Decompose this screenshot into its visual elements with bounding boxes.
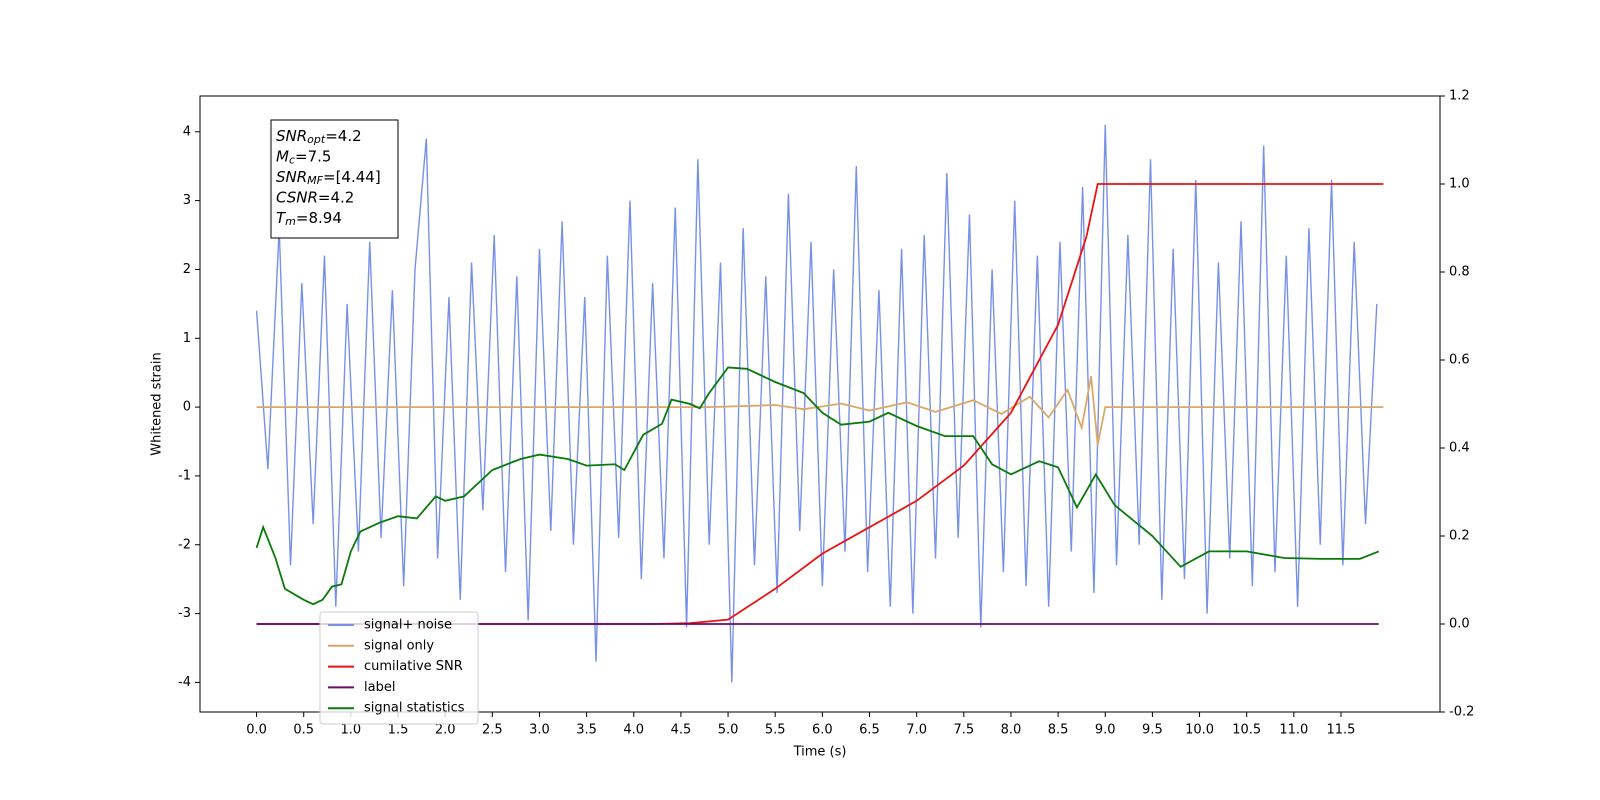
legend-label: signal+ noise — [364, 618, 452, 633]
x-tick-label: 7.5 — [953, 723, 974, 738]
annotation-line: SNRopt=4.2 — [276, 127, 362, 147]
y-tick-label: 4 — [183, 124, 191, 139]
y-tick-label: -4 — [178, 675, 191, 690]
annotation-main: M — [276, 147, 289, 165]
series-line — [256, 375, 1384, 446]
x-tick-label: 0.5 — [293, 723, 314, 738]
legend-label: signal statistics — [364, 701, 465, 716]
annotation-sub: m — [285, 215, 296, 228]
x-tick-label: 6.0 — [812, 723, 833, 738]
series-line — [255, 124, 1378, 683]
annotation-rest: =8.94 — [296, 209, 342, 227]
x-tick-label: 11.5 — [1327, 723, 1356, 738]
x-tick-label: 4.5 — [671, 723, 692, 738]
annotation-main: SNR — [276, 127, 307, 145]
x-tick-label: 8.0 — [1001, 723, 1022, 738]
annotation-sub: opt — [307, 133, 326, 146]
y2-tick-label: -0.2 — [1449, 705, 1474, 720]
y-axis-label: Whitened strain — [150, 352, 165, 455]
series-line — [255, 366, 1380, 606]
x-tick-label: 4.0 — [623, 723, 644, 738]
y2-tick-label: 0.6 — [1449, 353, 1470, 368]
legend-label: label — [364, 680, 395, 695]
annotation-rest: =4.2 — [318, 188, 354, 206]
y2-tick-label: 0.2 — [1449, 529, 1470, 544]
y2-tick-label: 0.4 — [1449, 441, 1470, 456]
annotation-main: CSNR — [276, 188, 318, 206]
annotation-main: SNR — [276, 168, 307, 186]
annotation-line: SNRMF=[4.44] — [276, 168, 381, 188]
annotation-rest: =4.2 — [325, 127, 361, 145]
x-tick-label: 2.5 — [482, 723, 503, 738]
x-tick-label: 6.5 — [859, 723, 880, 738]
y-tick-label: 3 — [183, 193, 191, 208]
annotation-line: CSNR=4.2 — [276, 188, 354, 206]
annotation-box — [270, 119, 399, 239]
x-tick-label: 5.5 — [765, 723, 786, 738]
legend-label: signal only — [364, 638, 434, 653]
x-tick-label: 10.5 — [1232, 723, 1261, 738]
annotation-rest: =[4.44] — [323, 168, 381, 186]
x-tick-label: 1.5 — [388, 723, 409, 738]
x-tick-label: 8.5 — [1048, 723, 1069, 738]
annotation-main: T — [276, 209, 287, 227]
x-tick-label: 2.0 — [435, 723, 456, 738]
y-tick-label: 0 — [183, 400, 191, 415]
y2-tick-label: 0.8 — [1449, 265, 1470, 280]
y-tick-label: -1 — [178, 468, 191, 483]
legend-label: cumilative SNR — [364, 659, 463, 674]
x-tick-label: 0.0 — [246, 723, 267, 738]
x-tick-label: 1.0 — [341, 723, 362, 738]
annotation-rest: =7.5 — [295, 147, 331, 165]
annotation: SNRopt=4.2Mc=7.5SNRMF=[4.44]CSNR=4.2Tm=8… — [270, 119, 399, 239]
annotation-sub: MF — [307, 174, 323, 187]
y-tick-label: 2 — [183, 262, 191, 277]
axes-frame — [199, 95, 1441, 713]
x-tick-label: 9.5 — [1142, 723, 1163, 738]
x-tick-label: 3.0 — [529, 723, 550, 738]
x-tick-label: 11.0 — [1279, 723, 1308, 738]
annotation-sub: c — [289, 154, 295, 167]
x-tick-label: 7.0 — [906, 723, 927, 738]
y2-tick-label: 0.0 — [1449, 617, 1470, 632]
y2-tick-label: 1.0 — [1449, 177, 1470, 192]
y2-tick-label: 1.2 — [1449, 89, 1470, 104]
annotation-line: Mc=7.5 — [276, 147, 331, 167]
x-tick-label: 3.5 — [576, 723, 597, 738]
x-tick-label: 5.0 — [718, 723, 739, 738]
series-line — [256, 183, 1384, 625]
annotation-line: Tm=8.94 — [276, 209, 342, 229]
y-tick-label: -2 — [178, 537, 191, 552]
y-tick-label: -3 — [178, 606, 191, 621]
legend: signal+ noise signal only cumilative SNR la… — [319, 611, 479, 725]
y-tick-label: 1 — [183, 331, 191, 346]
legend-box — [319, 611, 479, 725]
x-tick-label: 9.0 — [1095, 723, 1116, 738]
x-axis-label: Time (s) — [793, 745, 847, 760]
x-tick-label: 10.0 — [1185, 723, 1214, 738]
